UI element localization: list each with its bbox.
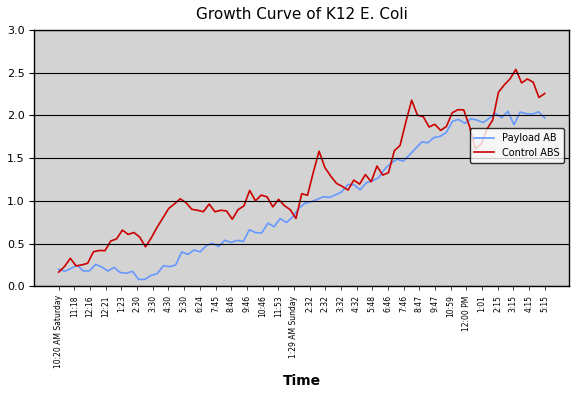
Payload AB [55,267,62,272]
Control ABS [513,67,520,72]
Control ABS [518,81,525,85]
Payload AB [135,277,142,282]
Payload AB [351,182,358,187]
Title: Growth Curve of K12 E. Coli: Growth Curve of K12 E. Coli [196,7,408,22]
Line: Payload AB: Payload AB [59,111,545,279]
Control ABS [137,235,143,239]
Payload AB [541,116,548,120]
Legend: Payload AB, Control ABS: Payload AB, Control ABS [469,128,564,163]
Payload AB [393,157,400,162]
Control ABS [55,270,62,275]
Payload AB [492,111,499,116]
Payload AB [505,109,511,114]
Control ABS [206,202,213,207]
Control ABS [541,91,548,96]
Payload AB [375,175,382,180]
Control ABS [298,191,305,196]
Payload AB [276,216,283,221]
Payload AB [357,188,363,192]
X-axis label: Time: Time [283,374,321,388]
Line: Control ABS: Control ABS [59,70,545,272]
Control ABS [200,209,207,214]
Control ABS [223,209,230,213]
